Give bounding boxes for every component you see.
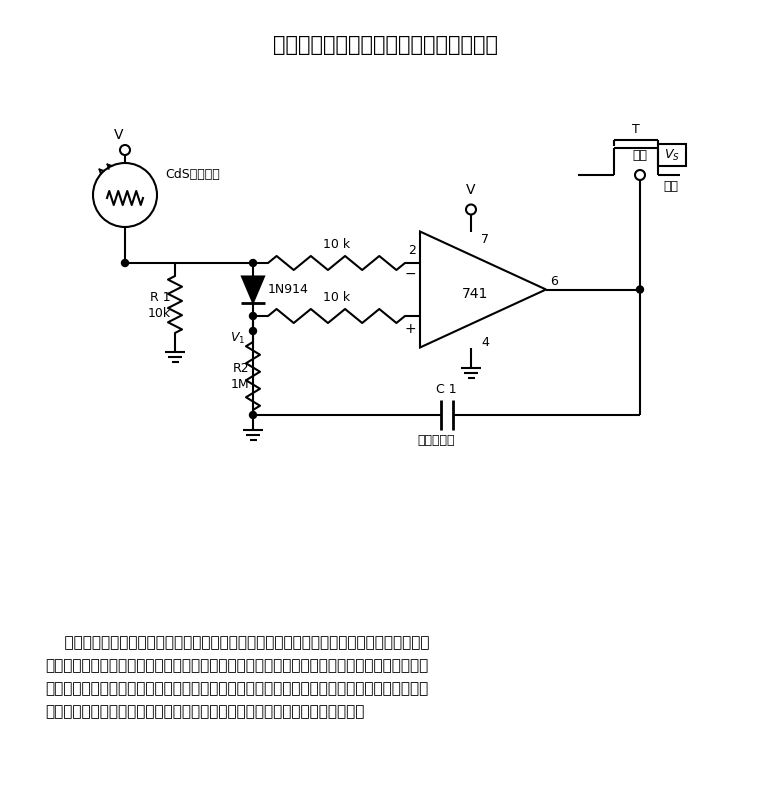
Text: 本光敏电阻电路可提供自动阈值调节。单稳态动作可防止不希望有的重复触发。该电路仅用: 本光敏电阻电路可提供自动阈值调节。单稳态动作可防止不希望有的重复触发。该电路仅用 — [45, 635, 429, 650]
Text: 1M: 1M — [230, 378, 249, 392]
Text: V: V — [114, 128, 124, 142]
Text: C 1: C 1 — [436, 383, 457, 396]
Text: （无极性）: （无极性） — [418, 434, 455, 447]
Text: 1N914: 1N914 — [268, 283, 309, 296]
Text: $V_1$: $V_1$ — [230, 331, 245, 346]
Text: 输出: 输出 — [663, 180, 678, 193]
Circle shape — [636, 286, 644, 293]
Text: 输出: 输出 — [632, 149, 648, 162]
Circle shape — [249, 259, 256, 266]
Text: 单稳态光敏电阻电路具有自调节触发电平: 单稳态光敏电阻电路具有自调节触发电平 — [273, 35, 499, 55]
Text: 10k: 10k — [148, 307, 171, 320]
Text: +: + — [405, 322, 416, 336]
Text: R 1: R 1 — [151, 291, 171, 304]
Text: 10 k: 10 k — [323, 291, 350, 304]
Text: −: − — [405, 267, 416, 281]
Text: T: T — [632, 123, 640, 136]
Text: 2: 2 — [408, 244, 416, 257]
Text: 4: 4 — [481, 336, 489, 349]
Circle shape — [121, 259, 128, 266]
Text: 6: 6 — [550, 275, 558, 288]
Text: 的和加速转换过程的反馈动作。在转换过程中，反馈还可消除电路的振荡趋势。: 的和加速转换过程的反馈动作。在转换过程中，反馈还可消除电路的振荡趋势。 — [45, 704, 364, 719]
Circle shape — [249, 328, 256, 335]
Text: CdS光敏电阻: CdS光敏电阻 — [165, 168, 220, 182]
Bar — [658, 144, 686, 166]
Polygon shape — [242, 277, 264, 302]
Text: 10 k: 10 k — [323, 238, 350, 251]
Text: R2: R2 — [232, 362, 249, 376]
Circle shape — [249, 312, 256, 320]
Text: V: V — [466, 183, 476, 197]
Text: 失调的改变；自身固有的单稳态动作，以提供具有预置宽度的单一输出脉冲；触发后提高阈电平: 失调的改变；自身固有的单稳态动作，以提供具有预置宽度的单一输出脉冲；触发后提高阈… — [45, 681, 428, 696]
Text: 一只运算放大器集成电路，它可提供如下功能：自动调节触发电平以适应不同的光源；环境光和: 一只运算放大器集成电路，它可提供如下功能：自动调节触发电平以适应不同的光源；环境… — [45, 658, 428, 673]
Text: 741: 741 — [462, 288, 488, 301]
Circle shape — [249, 412, 256, 419]
Text: $V_S$: $V_S$ — [664, 147, 680, 163]
Text: 7: 7 — [481, 233, 489, 246]
